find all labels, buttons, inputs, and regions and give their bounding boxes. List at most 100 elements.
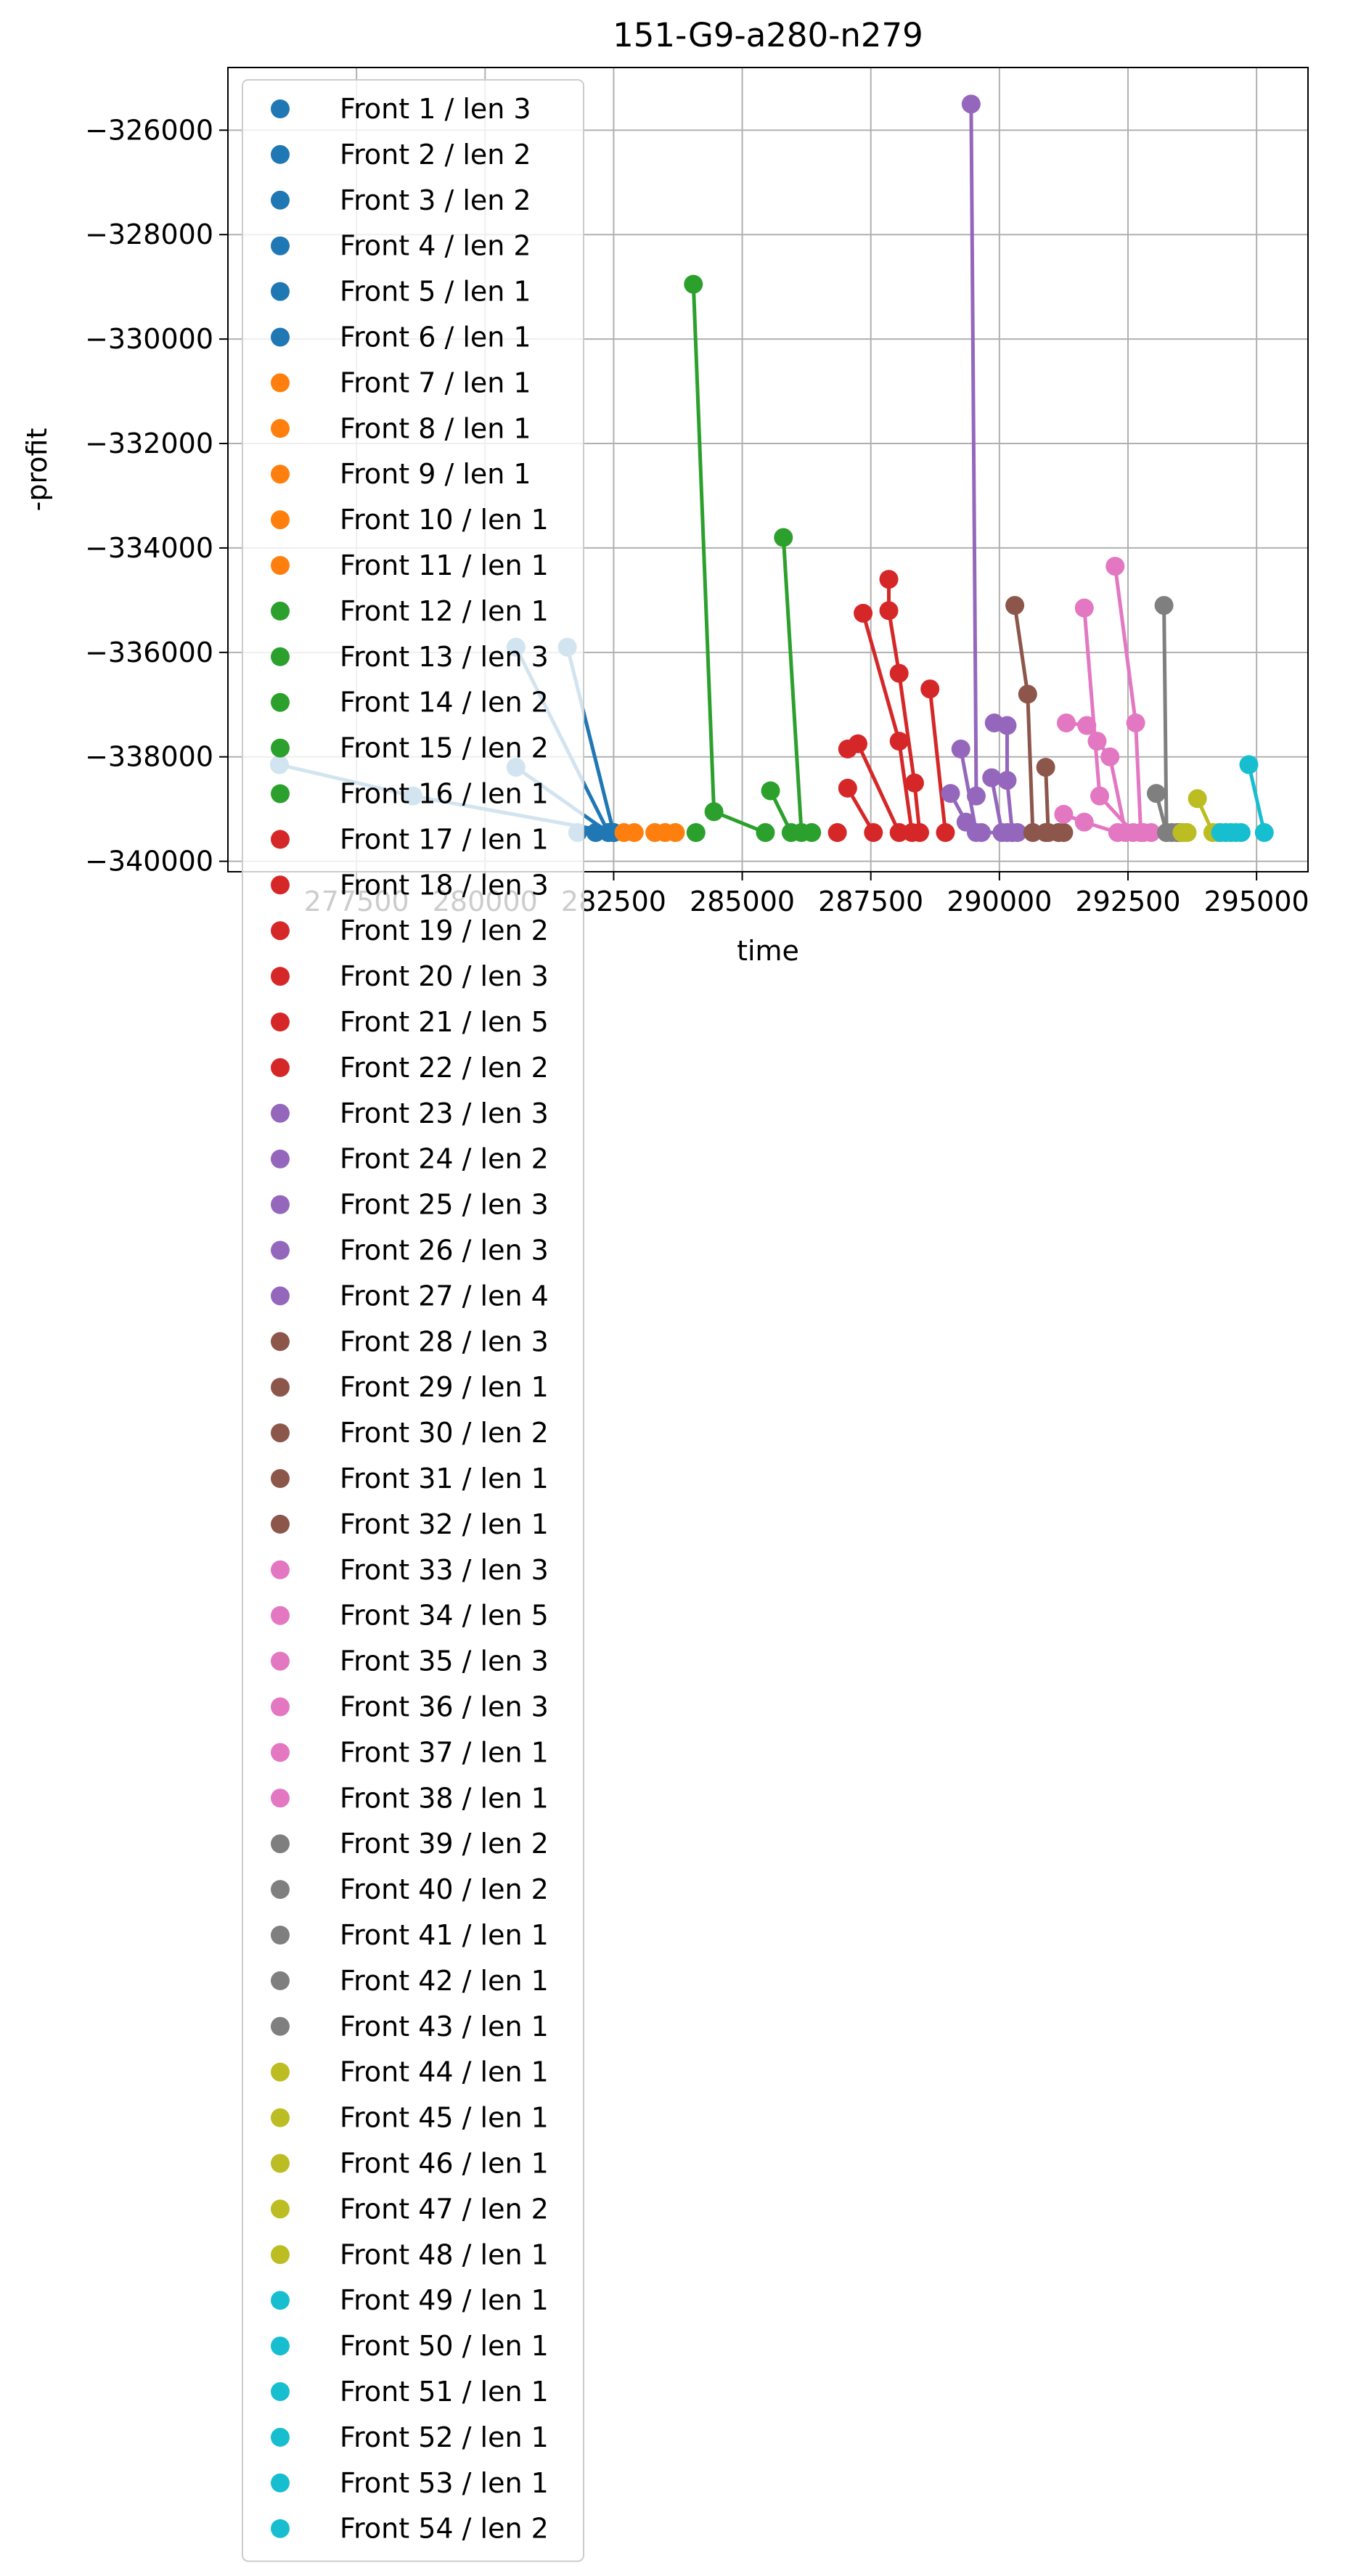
series-group (624, 823, 644, 843)
legend-marker (271, 373, 290, 393)
legend-marker (271, 1606, 290, 1625)
legend-marker (271, 601, 290, 621)
y-tick-label: −330000 (85, 323, 213, 355)
series-group (761, 781, 801, 843)
legend-marker (271, 1697, 290, 1717)
data-point (827, 823, 847, 843)
data-point (997, 771, 1017, 790)
y-tick-label: −338000 (85, 741, 213, 773)
legend-label: Front 37 / len 1 (340, 1736, 549, 1768)
legend-label: Front 38 / len 1 (340, 1782, 549, 1814)
data-point (864, 823, 883, 843)
data-point (686, 823, 706, 843)
legend-marker (271, 921, 290, 941)
data-point (1074, 812, 1094, 832)
legend-label: Front 33 / len 3 (340, 1554, 549, 1586)
legend-label: Front 24 / len 2 (340, 1143, 549, 1175)
legend-label: Front 3 / len 2 (340, 184, 531, 216)
legend-label: Front 18 / len 3 (340, 869, 549, 901)
data-point (849, 734, 867, 753)
data-point (936, 823, 955, 843)
legend-marker (271, 99, 290, 118)
legend-label: Front 50 / len 1 (340, 2330, 549, 2362)
legend-label: Front 28 / len 3 (340, 1325, 549, 1357)
legend-label: Front 41 / len 1 (340, 1919, 549, 1951)
legend-label: Front 48 / len 1 (340, 2238, 549, 2270)
legend-marker (271, 784, 290, 804)
plot-area-frame (227, 67, 1309, 872)
series-group (1231, 823, 1251, 843)
legend-label: Front 51 / len 1 (340, 2376, 549, 2408)
legend-label: Front 23 / len 3 (340, 1097, 549, 1129)
data-point (1054, 804, 1074, 824)
legend-marker (271, 1514, 290, 1534)
legend-label: Front 29 / len 1 (340, 1371, 549, 1403)
legend-marker (271, 967, 290, 986)
data-point (1239, 755, 1259, 774)
data-point (889, 663, 909, 683)
legend-marker (271, 2154, 290, 2173)
series-group (838, 778, 883, 843)
series-line (781, 537, 804, 833)
legend-marker (271, 1013, 290, 1031)
data-point (1177, 823, 1197, 843)
legend-label: Front 36 / len 3 (340, 1691, 549, 1723)
legend-label: Front 42 / len 1 (340, 1965, 549, 1997)
legend-label: Front 15 / len 2 (340, 732, 549, 764)
series-group (984, 713, 1022, 843)
data-point (1146, 784, 1166, 804)
data-point (879, 601, 899, 621)
series-group (802, 823, 822, 843)
data-point (951, 739, 970, 759)
data-point (961, 94, 981, 114)
legend-marker (271, 2016, 290, 2036)
y-tick-label: −326000 (85, 114, 213, 146)
data-point (1188, 789, 1207, 809)
legend-label: Front 35 / len 3 (340, 1645, 549, 1677)
legend-label: Front 7 / len 1 (340, 367, 531, 398)
legend-marker (271, 2199, 290, 2219)
data-point (1254, 823, 1274, 843)
legend-marker (271, 647, 290, 666)
data-point (704, 802, 724, 822)
data-point (1105, 557, 1125, 576)
legend-marker (271, 556, 290, 575)
legend-marker (271, 1058, 290, 1077)
y-axis-label: -profit (21, 428, 53, 512)
legend-label: Front 21 / len 5 (340, 1006, 549, 1038)
data-point (761, 781, 780, 801)
series-group (1239, 755, 1274, 843)
series-line (1247, 764, 1267, 833)
legend-label: Front 17 / len 1 (340, 823, 549, 855)
x-axis-label: time (737, 935, 799, 967)
data-point (920, 679, 940, 699)
x-tick-label: 295000 (1204, 886, 1309, 917)
legend-label: Front 26 / len 3 (340, 1235, 549, 1267)
data-point (624, 823, 644, 843)
legend-marker (271, 1423, 290, 1443)
legend-label: Front 46 / len 1 (340, 2148, 549, 2180)
legend-marker (271, 1834, 290, 1854)
legend-marker (271, 1651, 290, 1671)
data-point (1231, 823, 1251, 843)
series-group (961, 94, 986, 806)
legend-marker (271, 2427, 290, 2447)
data-point (802, 823, 822, 843)
data-point (1018, 684, 1037, 704)
y-tick-label: −340000 (85, 846, 213, 878)
data-point (1126, 713, 1145, 732)
series-group (1054, 823, 1074, 843)
y-tick-label: −328000 (85, 218, 213, 250)
legend-label: Front 10 / len 1 (340, 504, 549, 536)
chart-title: 151-G9-a280-n279 (613, 16, 923, 54)
data-point (1074, 598, 1094, 618)
legend-label: Front 27 / len 4 (340, 1280, 549, 1312)
y-tick-label: −336000 (85, 637, 213, 668)
legend-marker (271, 2291, 290, 2310)
series-group (684, 274, 775, 843)
data-point (838, 778, 857, 798)
legend-marker (271, 1560, 290, 1579)
legend-label: Front 1 / len 3 (340, 93, 531, 125)
data-point (666, 823, 685, 843)
